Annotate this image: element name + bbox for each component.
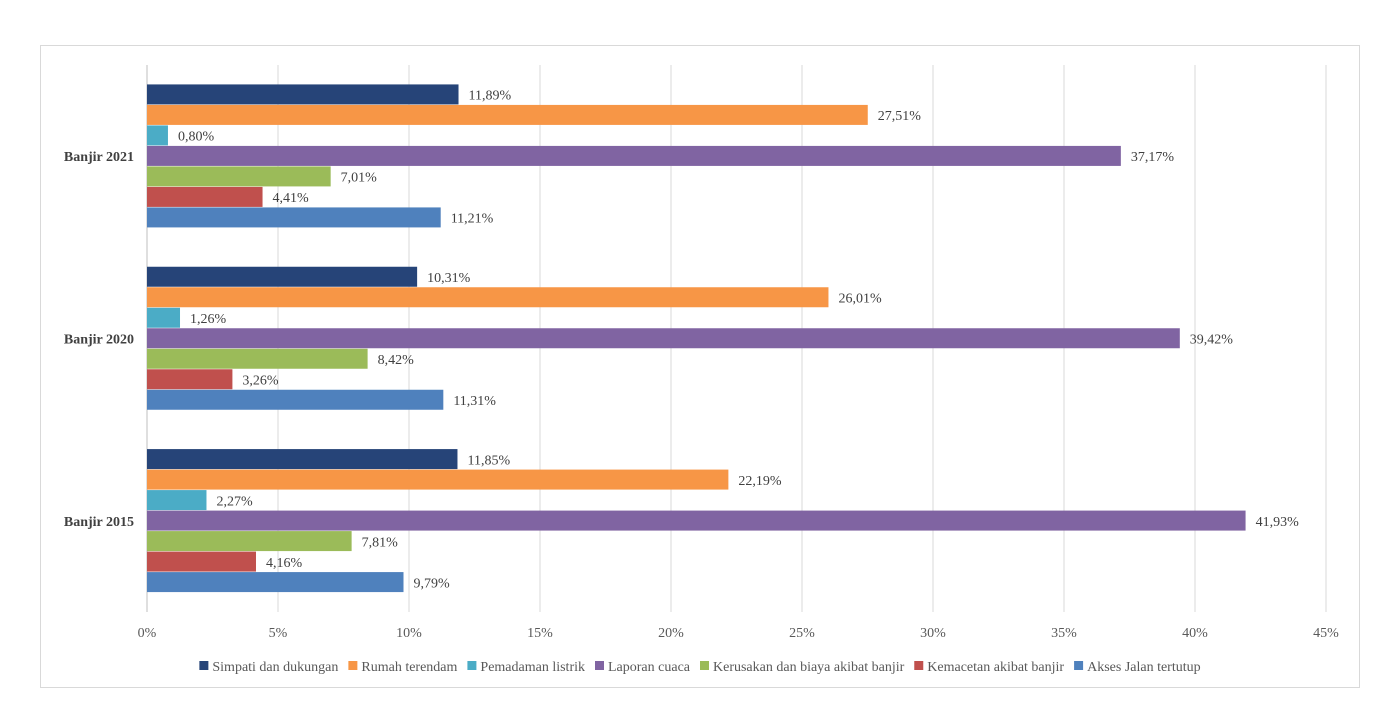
legend-swatch (348, 661, 358, 670)
data-label: 37,17% (1131, 150, 1175, 165)
category-label: Banjir 2020 (64, 333, 134, 348)
data-label: 8,42% (378, 353, 415, 368)
bar (147, 166, 331, 187)
x-tick-label: 30% (920, 626, 946, 641)
bar (147, 510, 1246, 531)
bar (147, 207, 441, 228)
data-label: 11,21% (451, 212, 494, 227)
bar (147, 84, 459, 105)
data-label: 1,26% (190, 312, 227, 327)
legend-swatch (700, 661, 709, 670)
data-label: 26,01% (838, 292, 882, 307)
data-label: 27,51% (878, 109, 922, 124)
legend: Simpati dan dukungan Rumah terendam Pemada… (199, 660, 1201, 675)
x-tick-label: 10% (396, 626, 422, 641)
legend-label: Akses Jalan tertutup (1087, 660, 1201, 675)
legend-label: Kemacetan akibat banjir (927, 660, 1064, 675)
bar (147, 348, 368, 369)
x-tick-label: 25% (789, 626, 815, 641)
data-label: 4,16% (266, 556, 303, 571)
data-label: 0,80% (178, 130, 215, 145)
data-label: 4,41% (273, 191, 310, 206)
bar (147, 287, 829, 308)
bar (147, 469, 729, 490)
data-label: 10,31% (427, 271, 471, 286)
legend-swatch (595, 661, 604, 670)
bar (147, 369, 233, 390)
data-label: 7,81% (362, 535, 399, 550)
data-label: 9,79% (413, 576, 450, 591)
x-tick-label: 35% (1051, 626, 1077, 641)
data-label: 11,31% (453, 394, 496, 409)
data-label: 11,89% (469, 89, 512, 104)
legend-label: Laporan cuaca (608, 660, 691, 675)
legend-label: Simpati dan dukungan (212, 660, 338, 675)
legend-swatch (914, 661, 924, 670)
bar (147, 328, 1180, 349)
bar (147, 104, 868, 125)
x-tick-label: 5% (269, 626, 288, 641)
data-label: 39,42% (1190, 333, 1234, 348)
bar (147, 145, 1121, 166)
bar (147, 551, 256, 572)
data-label: 3,26% (242, 374, 278, 389)
bar (147, 307, 181, 328)
bar (147, 531, 352, 552)
legend-label: Rumah terendam (361, 660, 457, 675)
x-tick-label: 20% (658, 626, 684, 641)
category-label: Banjir 2015 (64, 515, 134, 530)
bar (147, 389, 444, 410)
bar (147, 490, 207, 511)
legend-label: Kerusakan dan biaya akibat banjir (713, 660, 905, 675)
legend-swatch (1074, 661, 1084, 670)
data-label: 41,93% (1256, 515, 1300, 530)
legend-swatch (199, 661, 209, 670)
data-label: 7,01% (341, 171, 378, 186)
category-label: Banjir 2021 (64, 150, 134, 165)
x-tick-label: 45% (1313, 626, 1339, 641)
legend-swatch (467, 661, 477, 670)
axes: 0% 5% 10% 15% 20% 25% 30% 35% 40% 45% Banjir 2021 B… (64, 150, 1339, 641)
data-label: 2,27% (216, 494, 253, 509)
x-tick-label: 0% (138, 626, 157, 641)
bar (147, 266, 418, 287)
x-tick-label: 40% (1182, 626, 1208, 641)
legend-label: Pemadaman listrik (480, 660, 585, 675)
data-label: 22,19% (738, 474, 782, 489)
bars-group: 11,89% 27,51% 0,80% 37,17% 7,01% 4,41% 11,21% 1… (147, 84, 1300, 593)
x-tick-label: 15% (527, 626, 553, 641)
bar (147, 125, 168, 146)
data-label: 11,85% (467, 453, 510, 468)
bar (147, 449, 458, 470)
bar (147, 186, 263, 207)
bar (147, 572, 404, 593)
